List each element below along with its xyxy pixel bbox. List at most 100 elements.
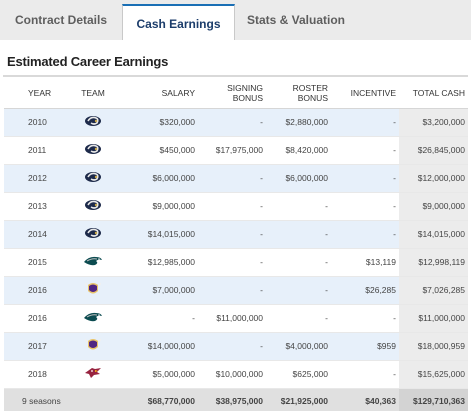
tab-cash-earnings[interactable]: Cash Earnings [122, 4, 235, 40]
header-roster-bonus: ROSTER BONUS [266, 78, 331, 109]
table-row: 2015 $12,985,000- - $13,119 $12,998,119 [4, 248, 468, 277]
cell-incentive: - [331, 192, 399, 221]
tab-stats-valuation[interactable]: Stats & Valuation [246, 13, 346, 27]
summary-signing: $38,975,000 [198, 388, 266, 411]
cell-signing-bonus: - [198, 192, 266, 221]
cell-signing-bonus: - [198, 332, 266, 361]
summary-salary: $68,770,000 [118, 388, 198, 411]
cell-team [68, 276, 118, 305]
cell-salary: $14,015,000 [118, 220, 198, 249]
summary-total: $129,710,363 [399, 388, 468, 411]
cell-roster-bonus: $625,000 [266, 360, 331, 389]
table-row: 2013 $9,000,000- - - $9,000,000 [4, 192, 468, 221]
cell-signing-bonus: - [198, 164, 266, 193]
cell-signing-bonus: $11,000,000 [198, 304, 266, 333]
cell-total-cash: $12,998,119 [399, 248, 468, 277]
cell-roster-bonus: - [266, 220, 331, 249]
cell-incentive: - [331, 108, 399, 137]
header-roster-line2: BONUS [297, 92, 328, 103]
cell-total-cash: $14,015,000 [399, 220, 468, 249]
cell-roster-bonus: $6,000,000 [266, 164, 331, 193]
tab-contract-details[interactable]: Contract Details [14, 13, 108, 27]
header-incentive: INCENTIVE [331, 78, 399, 109]
cell-team [68, 136, 118, 165]
cell-incentive: - [331, 136, 399, 165]
eagles-logo-icon [83, 311, 103, 325]
cell-total-cash: $18,000,959 [399, 332, 468, 361]
cell-incentive: - [331, 220, 399, 249]
header-year: YEAR [4, 78, 68, 109]
cell-roster-bonus: $2,880,000 [266, 108, 331, 137]
cell-salary: $6,000,000 [118, 164, 198, 193]
header-salary: SALARY [118, 78, 198, 109]
title-divider [3, 75, 468, 77]
tab-bar: Contract Details Cash Earnings Stats & V… [0, 0, 471, 40]
cell-roster-bonus: - [266, 276, 331, 305]
cell-salary: $320,000 [118, 108, 198, 137]
cell-signing-bonus: - [198, 276, 266, 305]
cell-signing-bonus: - [198, 108, 266, 137]
table-row: 2017 $14,000,000- $4,000,000 $959 $18,000,95… [4, 332, 468, 361]
cell-total-cash: $7,026,285 [399, 276, 468, 305]
cell-incentive: $13,119 [331, 248, 399, 277]
cell-team [68, 164, 118, 193]
vikings-logo-icon [84, 282, 102, 298]
summary-seasons: 9 seasons [4, 388, 68, 411]
cell-year: 2015 [4, 248, 68, 277]
cell-team [68, 220, 118, 249]
table-row: 2011 $450,000 $17,975,000 $8,420,000- $26,84… [4, 136, 468, 165]
cell-year: 2011 [4, 136, 68, 165]
cardinals-logo-icon [83, 367, 103, 381]
rams-logo-icon [84, 199, 102, 213]
header-row: YEAR TEAM SALARY SIGNING BONUS ROSTER BO… [4, 78, 468, 109]
header-signing-line1: SIGNING [227, 82, 263, 93]
cell-year: 2018 [4, 360, 68, 389]
cell-roster-bonus: - [266, 248, 331, 277]
cell-team [68, 304, 118, 333]
cell-incentive: - [331, 360, 399, 389]
cell-signing-bonus: - [198, 220, 266, 249]
cell-signing-bonus: - [198, 248, 266, 277]
cell-roster-bonus: $4,000,000 [266, 332, 331, 361]
table-row: 2016 $7,000,000- - $26,285 $7,026,285 [4, 276, 468, 305]
cell-roster-bonus: - [266, 192, 331, 221]
cell-roster-bonus: - [266, 304, 331, 333]
cell-incentive: - [331, 164, 399, 193]
table-row: 2010 $320,000- $2,880,000- $3,200,000 [4, 108, 468, 137]
cell-signing-bonus: $17,975,000 [198, 136, 266, 165]
eagles-logo-icon [83, 255, 103, 269]
table-row: 2014 $14,015,000- - - $14,015,000 [4, 220, 468, 249]
cell-salary: $9,000,000 [118, 192, 198, 221]
cell-total-cash: $3,200,000 [399, 108, 468, 137]
summary-row: 9 seasons $68,770,000 $38,975,000 $21,92… [4, 388, 468, 411]
rams-logo-icon [84, 143, 102, 157]
cell-signing-bonus: $10,000,000 [198, 360, 266, 389]
rams-logo-icon [84, 171, 102, 185]
cell-salary: - [118, 304, 198, 333]
cell-team [68, 192, 118, 221]
cell-team [68, 248, 118, 277]
cell-total-cash: $15,625,000 [399, 360, 468, 389]
table-row: 2018 $5,000,000 $10,000,000 $625,000- $15,62… [4, 360, 468, 389]
header-signing-line2: BONUS [232, 92, 263, 103]
cell-year: 2016 [4, 276, 68, 305]
section-title: Estimated Career Earnings [7, 54, 169, 69]
cell-salary: $14,000,000 [118, 332, 198, 361]
cell-team [68, 332, 118, 361]
table-row: 2016- $11,000,000- - $11,000,000 [4, 304, 468, 333]
cell-salary: $450,000 [118, 136, 198, 165]
table-row: 2012 $6,000,000- $6,000,000- $12,000,000 [4, 164, 468, 193]
cell-team [68, 108, 118, 137]
cell-total-cash: $9,000,000 [399, 192, 468, 221]
vikings-logo-icon [84, 338, 102, 354]
cell-incentive: - [331, 304, 399, 333]
cell-year: 2013 [4, 192, 68, 221]
cell-year: 2017 [4, 332, 68, 361]
cell-salary: $5,000,000 [118, 360, 198, 389]
rams-logo-icon [84, 115, 102, 129]
cell-incentive: $26,285 [331, 276, 399, 305]
header-roster-line1: ROSTER [292, 82, 328, 93]
cell-total-cash: $12,000,000 [399, 164, 468, 193]
summary-incentive: $40,363 [331, 388, 399, 411]
cell-total-cash: $26,845,000 [399, 136, 468, 165]
